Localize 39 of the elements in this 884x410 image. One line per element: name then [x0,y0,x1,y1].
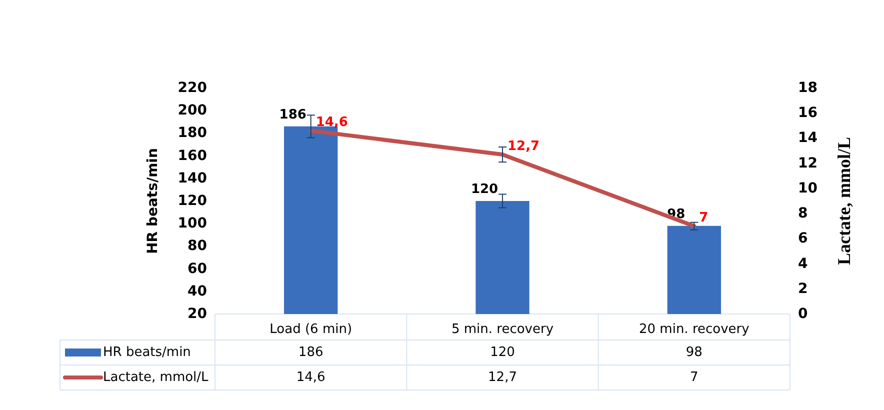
y2-tick-label: 6 [798,230,808,247]
y-tick-label: 80 [188,238,208,254]
y-tick-label: 100 [178,216,208,232]
y2-tick-label: 18 [798,80,818,96]
text: 186 [279,107,306,122]
y-tick-label: 140 [178,170,208,186]
y2-tick-label: 0 [798,306,808,322]
y-axis-title: HR beats/min [145,148,161,254]
data-label: 120 [490,345,515,360]
x-tick-label: 20 min. recovery [638,322,750,337]
text: 12,7 [508,139,540,154]
data-label: 14,6 [296,370,326,385]
data-label: 7 [690,370,698,385]
y-tick-label: 120 [178,193,208,209]
y-tick-label: 20 [188,306,208,322]
text: 120 [470,182,498,197]
y-tick-label: 180 [178,125,208,142]
y-tick-label: 160 [178,148,208,164]
x-tick-label: 5 min. recovery [451,322,554,337]
legend-label: HR beats/min [103,345,191,360]
y2-tick-label: 16 [798,105,818,122]
text: 14,6 [316,115,348,130]
x-tick-label: Load (6 min) [270,322,352,337]
y2-tick-label: 2 [798,280,808,297]
y2-axis-title: Lactate, mmol/L [834,137,854,265]
data-label: 186 [298,345,324,360]
text: 7 [699,210,708,226]
y-tick-label: 220 [178,80,208,96]
y-tick-label: 40 [188,283,208,300]
y2-tick-label: 4 [798,256,808,272]
y2-tick-label: 14 [798,130,818,146]
legend-label: Lactate, mmol/L [103,370,210,385]
y2-tick-label: 8 [798,206,808,222]
data-label: 12,7 [488,370,517,385]
y-tick-label: 200 [178,102,208,119]
y2-tick-label: 12 [798,155,818,172]
y2-tick-label: 10 [798,180,818,196]
y-tick-label: 60 [188,260,208,277]
data-label: 98 [686,345,702,360]
